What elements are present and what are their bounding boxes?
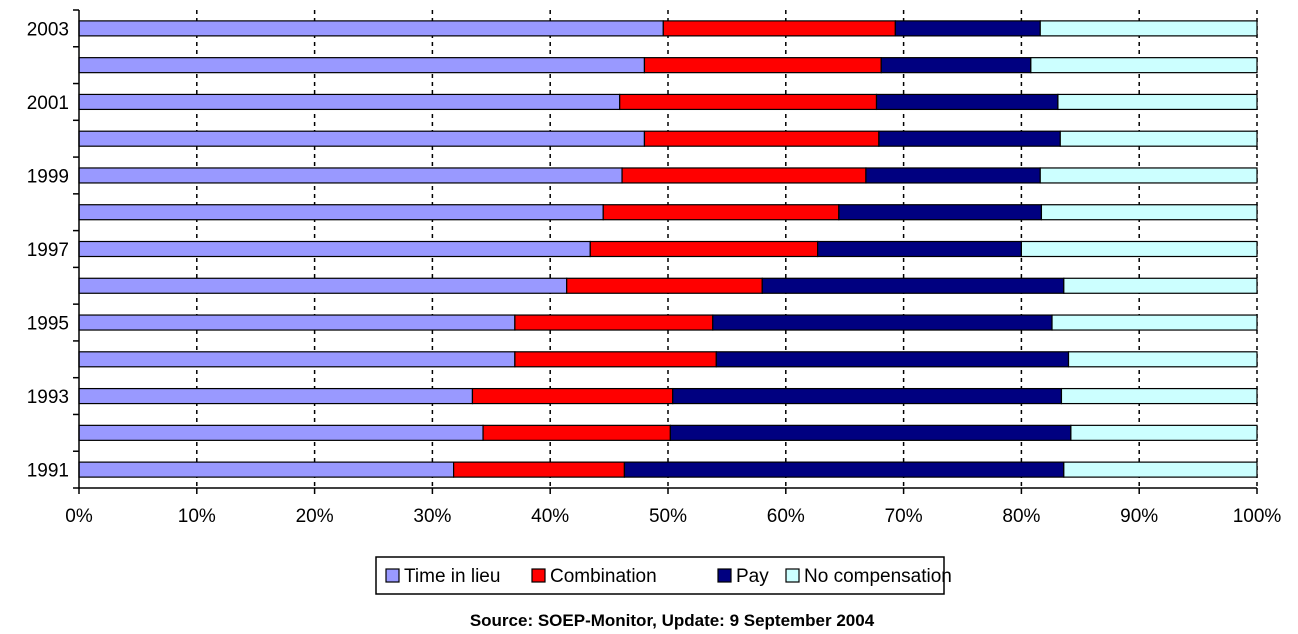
legend-label-combination: Combination	[550, 566, 657, 587]
bar-segment-no-compensation	[1063, 277, 1258, 294]
bar-segment-pay	[878, 130, 1061, 147]
bar-segment-pay	[838, 204, 1043, 221]
bar-segment-no-compensation	[1060, 387, 1258, 405]
x-tick-label: 90%	[1120, 506, 1158, 527]
bar-segment-no-compensation	[1040, 204, 1258, 221]
legend: Time in lieu Combination Pay No compensatio…	[375, 556, 952, 595]
bar-segment-combination	[643, 57, 882, 74]
bar-segment-pay	[875, 93, 1059, 111]
bar-segment-time-in-lieu	[78, 93, 621, 111]
bar-segment-combination	[602, 204, 840, 221]
bar-segment-combination	[643, 130, 880, 147]
x-tick-label: 10%	[178, 506, 216, 527]
bar-segment-pay	[880, 57, 1032, 74]
bar-segment-time-in-lieu	[78, 20, 664, 37]
bar-segment-no-compensation	[1067, 351, 1258, 368]
bar-segment-no-compensation	[1063, 461, 1258, 478]
bar-segment-no-compensation	[1039, 167, 1258, 184]
x-tick-label: 0%	[65, 506, 93, 527]
x-tick-labels: 0% 10% 20% 30% 40% 50% 60% 70% 80% 90% 100%	[65, 506, 1281, 527]
bar-segment-no-compensation	[1030, 57, 1258, 74]
bar-segment-no-compensation	[1070, 424, 1258, 441]
bar-segment-pay	[623, 461, 1065, 478]
bar-segment-pay	[817, 240, 1023, 258]
bar-segment-no-compensation	[1057, 93, 1258, 111]
bar-segment-pay	[894, 20, 1041, 37]
legend-swatch-pay	[717, 568, 732, 583]
bar-segment-time-in-lieu	[78, 387, 474, 405]
bar-segment-time-in-lieu	[78, 461, 455, 478]
y-tick-label: 1993	[27, 387, 69, 408]
bar-segment-time-in-lieu	[78, 167, 623, 184]
bar-segment-combination	[619, 93, 878, 111]
y-tick-label: 1999	[27, 166, 69, 187]
bar-segment-pay	[669, 424, 1072, 441]
bar-segment-no-compensation	[1051, 314, 1258, 331]
y-tick-labels: 1991 1993 1995 1997 1999 2001 2003	[27, 19, 69, 481]
x-tick-label: 20%	[296, 506, 334, 527]
x-tick-label: 60%	[767, 506, 805, 527]
bar-segment-time-in-lieu	[78, 277, 568, 294]
legend-box	[375, 556, 945, 595]
bar-segment-combination	[514, 351, 717, 368]
bar-segment-time-in-lieu	[78, 240, 591, 258]
y-tick-label: 1991	[27, 461, 69, 482]
bar-segment-combination	[471, 387, 674, 405]
y-tick-label: 1995	[27, 314, 69, 335]
bar-segment-time-in-lieu	[78, 130, 646, 147]
bar-segment-pay	[712, 314, 1053, 331]
legend-label-pay: Pay	[736, 566, 769, 587]
bar-segment-combination	[589, 240, 819, 258]
legend-swatch-no-compensation	[785, 568, 800, 583]
bars	[78, 20, 1258, 478]
x-tick-label: 100%	[1233, 506, 1282, 527]
bar-segment-combination	[482, 424, 671, 441]
bar-segment-combination	[514, 314, 714, 331]
bar-segment-no-compensation	[1020, 240, 1258, 258]
legend-swatch-time-in-lieu	[385, 568, 400, 583]
bar-segment-time-in-lieu	[78, 57, 646, 74]
source-note: Source: SOEP-Monitor, Update: 9 Septembe…	[470, 611, 875, 630]
bar-segment-time-in-lieu	[78, 424, 484, 441]
x-tick-label: 70%	[885, 506, 923, 527]
x-tick-label: 40%	[531, 506, 569, 527]
bar-segment-combination	[566, 277, 763, 294]
x-tick-label: 80%	[1002, 506, 1040, 527]
x-tick-label: 50%	[649, 506, 687, 527]
y-tick-label: 2003	[27, 19, 69, 40]
bar-segment-pay	[715, 351, 1070, 368]
bar-segment-combination	[453, 461, 626, 478]
legend-label-time-in-lieu: Time in lieu	[404, 566, 500, 587]
bar-segment-combination	[621, 167, 867, 184]
bar-segment-time-in-lieu	[78, 314, 516, 331]
bar-segment-pay	[865, 167, 1041, 184]
bar-segment-no-compensation	[1059, 130, 1258, 147]
legend-label-no-compensation: No compensation	[804, 566, 952, 587]
bar-segment-time-in-lieu	[78, 204, 604, 221]
x-tick-label: 30%	[413, 506, 451, 527]
y-tick-label: 1997	[27, 240, 69, 261]
axes	[73, 9, 1258, 494]
y-tick-label: 2001	[27, 93, 69, 114]
bar-segment-pay	[672, 387, 1063, 405]
bar-segment-no-compensation	[1039, 20, 1258, 37]
legend-swatch-combination	[531, 568, 546, 583]
bar-segment-pay	[761, 277, 1065, 294]
bar-segment-combination	[662, 20, 896, 37]
bar-segment-time-in-lieu	[78, 351, 516, 368]
